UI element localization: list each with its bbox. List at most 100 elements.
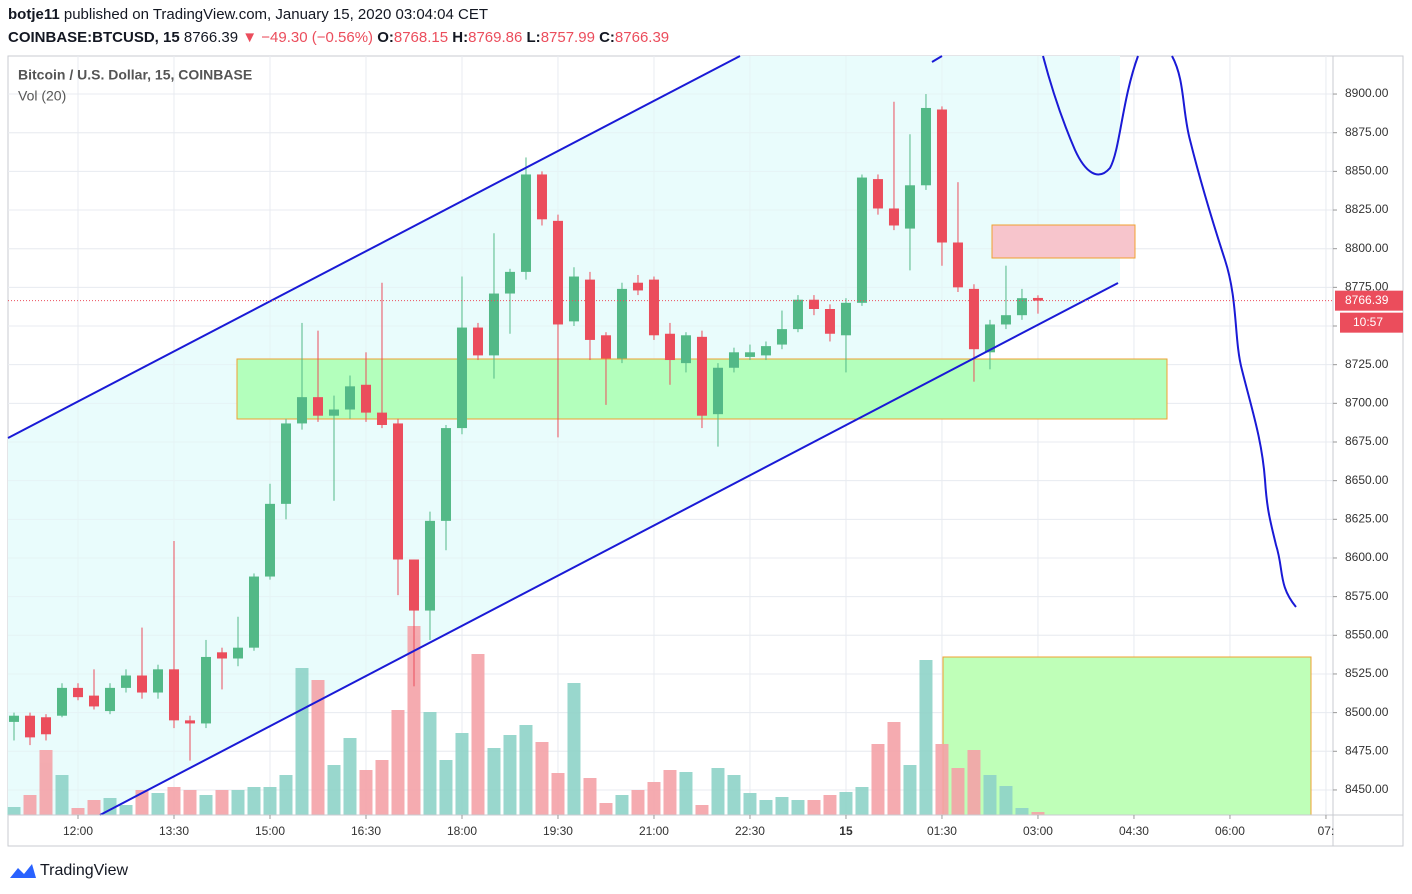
candle-body <box>232 647 243 659</box>
x-tick-label: 15:00 <box>255 824 285 838</box>
c: 8766.39 <box>614 29 670 46</box>
volume-bar <box>583 778 597 815</box>
volume-bar <box>951 768 965 815</box>
symbol-line: COINBASE:BTCUSD, 15 8766.39 ▼ −49.30 (−0… <box>8 29 669 46</box>
candle-body <box>440 428 451 521</box>
volume-bar <box>279 775 293 815</box>
volume-bar <box>935 744 949 815</box>
candle-body <box>856 177 867 303</box>
brand: TradingView <box>40 862 128 879</box>
volume-bar <box>295 668 309 815</box>
candle-body <box>488 293 499 356</box>
volume-bar <box>967 750 981 815</box>
candle-body <box>88 695 99 707</box>
y-tick-label: 8900.00 <box>1345 86 1389 100</box>
x-tick-label: 04:30 <box>1119 824 1149 838</box>
resistance-zone <box>991 224 1136 259</box>
candle-body <box>200 656 211 724</box>
candle-body <box>472 327 483 356</box>
candle-body <box>664 333 675 361</box>
volume-bar <box>343 738 357 815</box>
candle-body <box>952 242 963 288</box>
candle-body <box>216 652 227 659</box>
volume-bar <box>823 795 837 815</box>
candle-body <box>40 717 51 735</box>
x-tick-label: 07: <box>1318 824 1335 838</box>
countdown-label: 10:57 <box>1353 315 1383 329</box>
volume-bar <box>199 795 213 815</box>
candle-body <box>1032 297 1043 301</box>
y-tick-label: 8475.00 <box>1345 743 1389 757</box>
candle-body <box>744 352 755 357</box>
candle-body <box>984 324 995 353</box>
volume-bar <box>311 680 325 815</box>
change: ▼ −49.30 (−0.56%) <box>242 29 374 46</box>
o: 8768.15 <box>393 29 449 46</box>
volume-bar <box>247 787 261 815</box>
volume-bar <box>791 800 805 815</box>
candle-body <box>1016 298 1027 316</box>
volume-bar <box>759 800 773 815</box>
logo <box>10 864 36 878</box>
volume-bar <box>807 800 821 815</box>
candle-body <box>712 367 723 415</box>
candle-body <box>808 299 819 309</box>
candle-body <box>1000 315 1011 325</box>
volume-bar <box>855 787 869 815</box>
candle-body <box>904 185 915 229</box>
y-tick-label: 8675.00 <box>1345 434 1389 448</box>
candle-body <box>168 669 179 721</box>
symbol: COINBASE:BTCUSD, 15 <box>8 29 180 46</box>
volume-bar <box>535 742 549 815</box>
volume-bar <box>39 750 53 815</box>
candle-body <box>376 412 387 425</box>
volume-bar <box>631 790 645 815</box>
volume-bar <box>455 733 469 815</box>
candle-body <box>8 715 19 722</box>
volume-bar <box>567 683 581 815</box>
candle-body <box>536 174 547 220</box>
volume-bar <box>679 772 693 815</box>
h: 8769.86 <box>468 29 523 46</box>
candle-body <box>424 520 435 611</box>
candle-body <box>872 179 883 209</box>
o-label: O: <box>377 29 394 46</box>
candle-body <box>728 352 739 368</box>
volume-bar <box>599 803 613 815</box>
volume-bar <box>871 744 885 815</box>
y-tick-label: 8875.00 <box>1345 125 1389 139</box>
y-tick-label: 8725.00 <box>1345 357 1389 371</box>
candle-body <box>152 669 163 693</box>
candle-body <box>72 687 83 698</box>
candle-body <box>392 423 403 560</box>
candle-body <box>552 220 563 325</box>
candle-body <box>408 559 419 611</box>
candle-body <box>840 302 851 336</box>
candle-body <box>520 174 531 272</box>
x-tick-label: 06:00 <box>1215 824 1245 838</box>
volume-bar <box>23 795 37 815</box>
candle-body <box>280 423 291 504</box>
volume-bar <box>327 765 341 815</box>
volume-bar <box>887 722 901 815</box>
y-tick-label: 8775.00 <box>1345 280 1389 294</box>
user: botje11 <box>8 6 60 23</box>
volume-bar <box>71 808 85 815</box>
projection-curve <box>1042 55 1139 176</box>
volume-bar <box>1015 808 1029 815</box>
candle-body <box>888 208 899 226</box>
candle-body <box>312 397 323 416</box>
chart-title: Bitcoin / U.S. Dollar, 15, COINBASE <box>18 67 252 83</box>
volume-bar <box>407 626 421 815</box>
candle-body <box>184 720 195 724</box>
candle-body <box>584 279 595 340</box>
volume-bar <box>647 782 661 815</box>
candle-body <box>120 675 131 688</box>
candle-body <box>696 336 707 416</box>
volume-bar <box>439 760 453 815</box>
candle-body <box>792 299 803 330</box>
candle-body <box>136 675 147 693</box>
c-label: C: <box>599 29 615 46</box>
